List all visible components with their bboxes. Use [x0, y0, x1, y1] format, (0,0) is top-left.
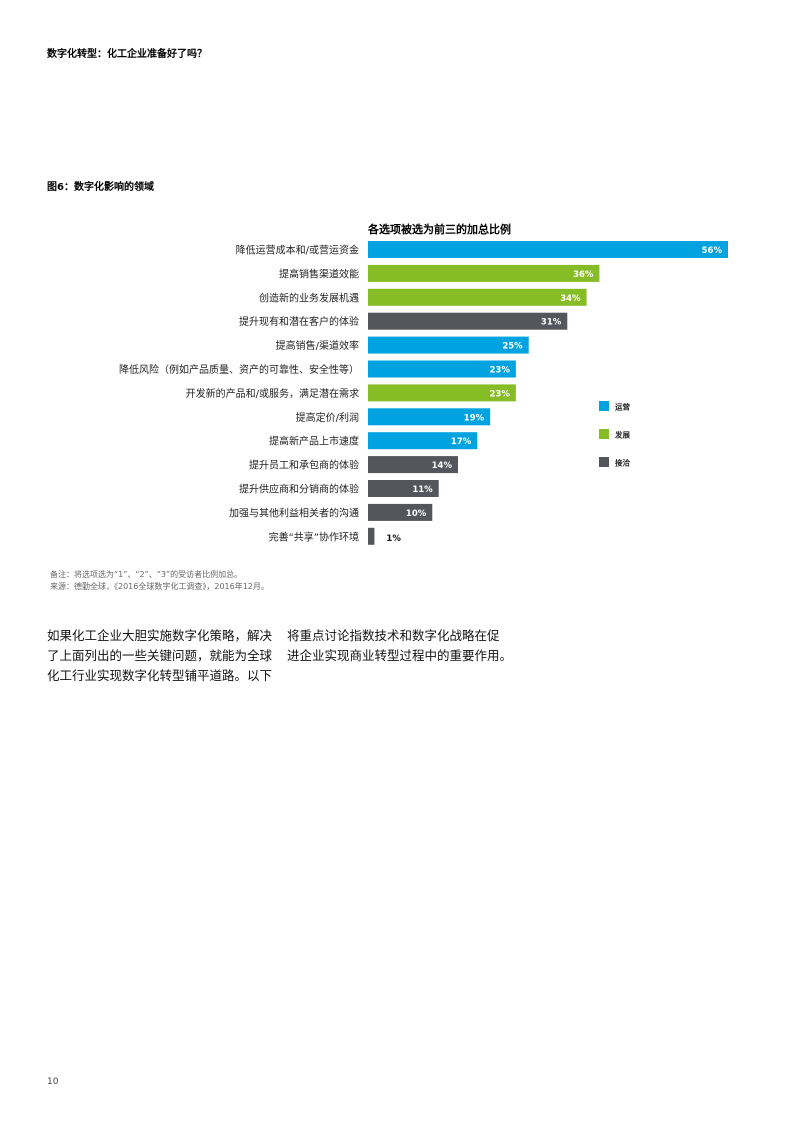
legend-label: 运营 — [615, 402, 630, 412]
bar — [368, 480, 439, 497]
category-label: 提高销售/渠道效率 — [276, 339, 359, 352]
paragraph-line: 化工行业实现数字化转型铺平道路。以下 — [47, 668, 273, 683]
paragraph-line: 了上面列出的一些关键问题，就能为全球 — [47, 648, 273, 663]
chart-title: 各选项被选为前三的加总比例 — [368, 223, 511, 236]
value-label: 23% — [489, 366, 510, 376]
category-label: 加强与其他利益相关者的沟通 — [229, 506, 359, 519]
bar — [368, 503, 433, 521]
source-text: 来源：德勤全球，《2016全球数字化工调查》，2016年12月。 — [50, 582, 269, 591]
page-number: 10 — [47, 1077, 59, 1087]
paragraph-line: 如果化工企业大胆实施数字化策略，解决 — [47, 628, 273, 643]
value-label: 19% — [464, 413, 485, 423]
legend-label: 发展 — [614, 430, 630, 440]
note-text: 备注：将选项选为“1”、“2”、“3”的受访者比例加总。 — [50, 570, 243, 579]
bar — [368, 456, 458, 474]
body-paragraph-left: 如果化工企业大胆实施数字化策略，解决 了上面列出的一些关键问题，就能为全球 化工… — [47, 626, 272, 686]
category-label: 开发新的产品和/或服务，满足潜在需求 — [186, 387, 359, 400]
figure-title: 图6：数字化影响的领域 — [47, 182, 154, 193]
bar — [368, 384, 516, 402]
category-label: 提高定价/利润 — [296, 411, 359, 424]
bar-chart: 降低运营成本和/或营运资金 56% 提高销售渠道效能 36% 创造新的业务发展机遇 34%… — [119, 241, 728, 545]
legend-swatch — [599, 429, 609, 439]
category-label: 降低运营成本和/或营运资金 — [236, 244, 359, 257]
value-label: 14% — [432, 461, 453, 471]
value-label: 25% — [502, 342, 523, 352]
category-label: 降低风险（例如产品质量、资产的可靠性、安全性等） — [119, 363, 359, 376]
value-label: 56% — [702, 246, 723, 256]
value-label: 34% — [560, 294, 581, 304]
legend-label: 接洽 — [615, 458, 630, 468]
chart-notes: 备注：将选项选为“1”、“2”、“3”的受访者比例加总。 来源：德勤全球，《20… — [50, 569, 269, 593]
body-paragraph-right: 将重点讨论指数技术和数字化战略在促 进企业实现商业转型过程中的重要作用。 — [287, 626, 512, 666]
bar — [368, 408, 491, 426]
category-label: 提升员工和承包商的体验 — [249, 459, 359, 472]
paragraph-line: 将重点讨论指数技术和数字化战略在促 — [287, 628, 500, 643]
bar — [368, 312, 568, 330]
category-label: 创造新的业务发展机遇 — [259, 291, 359, 304]
header-title: 数字化转型：化工企业准备好了吗？ — [47, 49, 207, 60]
bar — [368, 527, 375, 545]
value-label: 36% — [573, 270, 594, 280]
paragraph-line: 进企业实现商业转型过程中的重要作用。 — [287, 648, 513, 663]
bar — [368, 264, 600, 282]
bar — [368, 360, 516, 378]
value-label: 10% — [406, 509, 427, 519]
category-label: 完善“共享”协作环境 — [269, 530, 359, 543]
category-label: 提高销售渠道效能 — [279, 267, 359, 280]
value-label: 31% — [541, 318, 562, 328]
category-label: 提高新产品上市速度 — [269, 435, 359, 448]
bar — [368, 241, 728, 258]
bar — [368, 432, 478, 450]
legend-swatch — [599, 401, 609, 411]
bar — [368, 336, 529, 354]
value-label: 1% — [386, 534, 401, 544]
value-label: 17% — [451, 437, 472, 447]
category-label: 提升供应商和分销商的体验 — [239, 483, 359, 496]
category-label: 提升现有和潜在客户的体验 — [239, 315, 359, 328]
value-label: 11% — [412, 485, 433, 495]
legend-swatch — [599, 457, 609, 467]
value-label: 23% — [489, 389, 510, 399]
bar — [368, 288, 587, 306]
